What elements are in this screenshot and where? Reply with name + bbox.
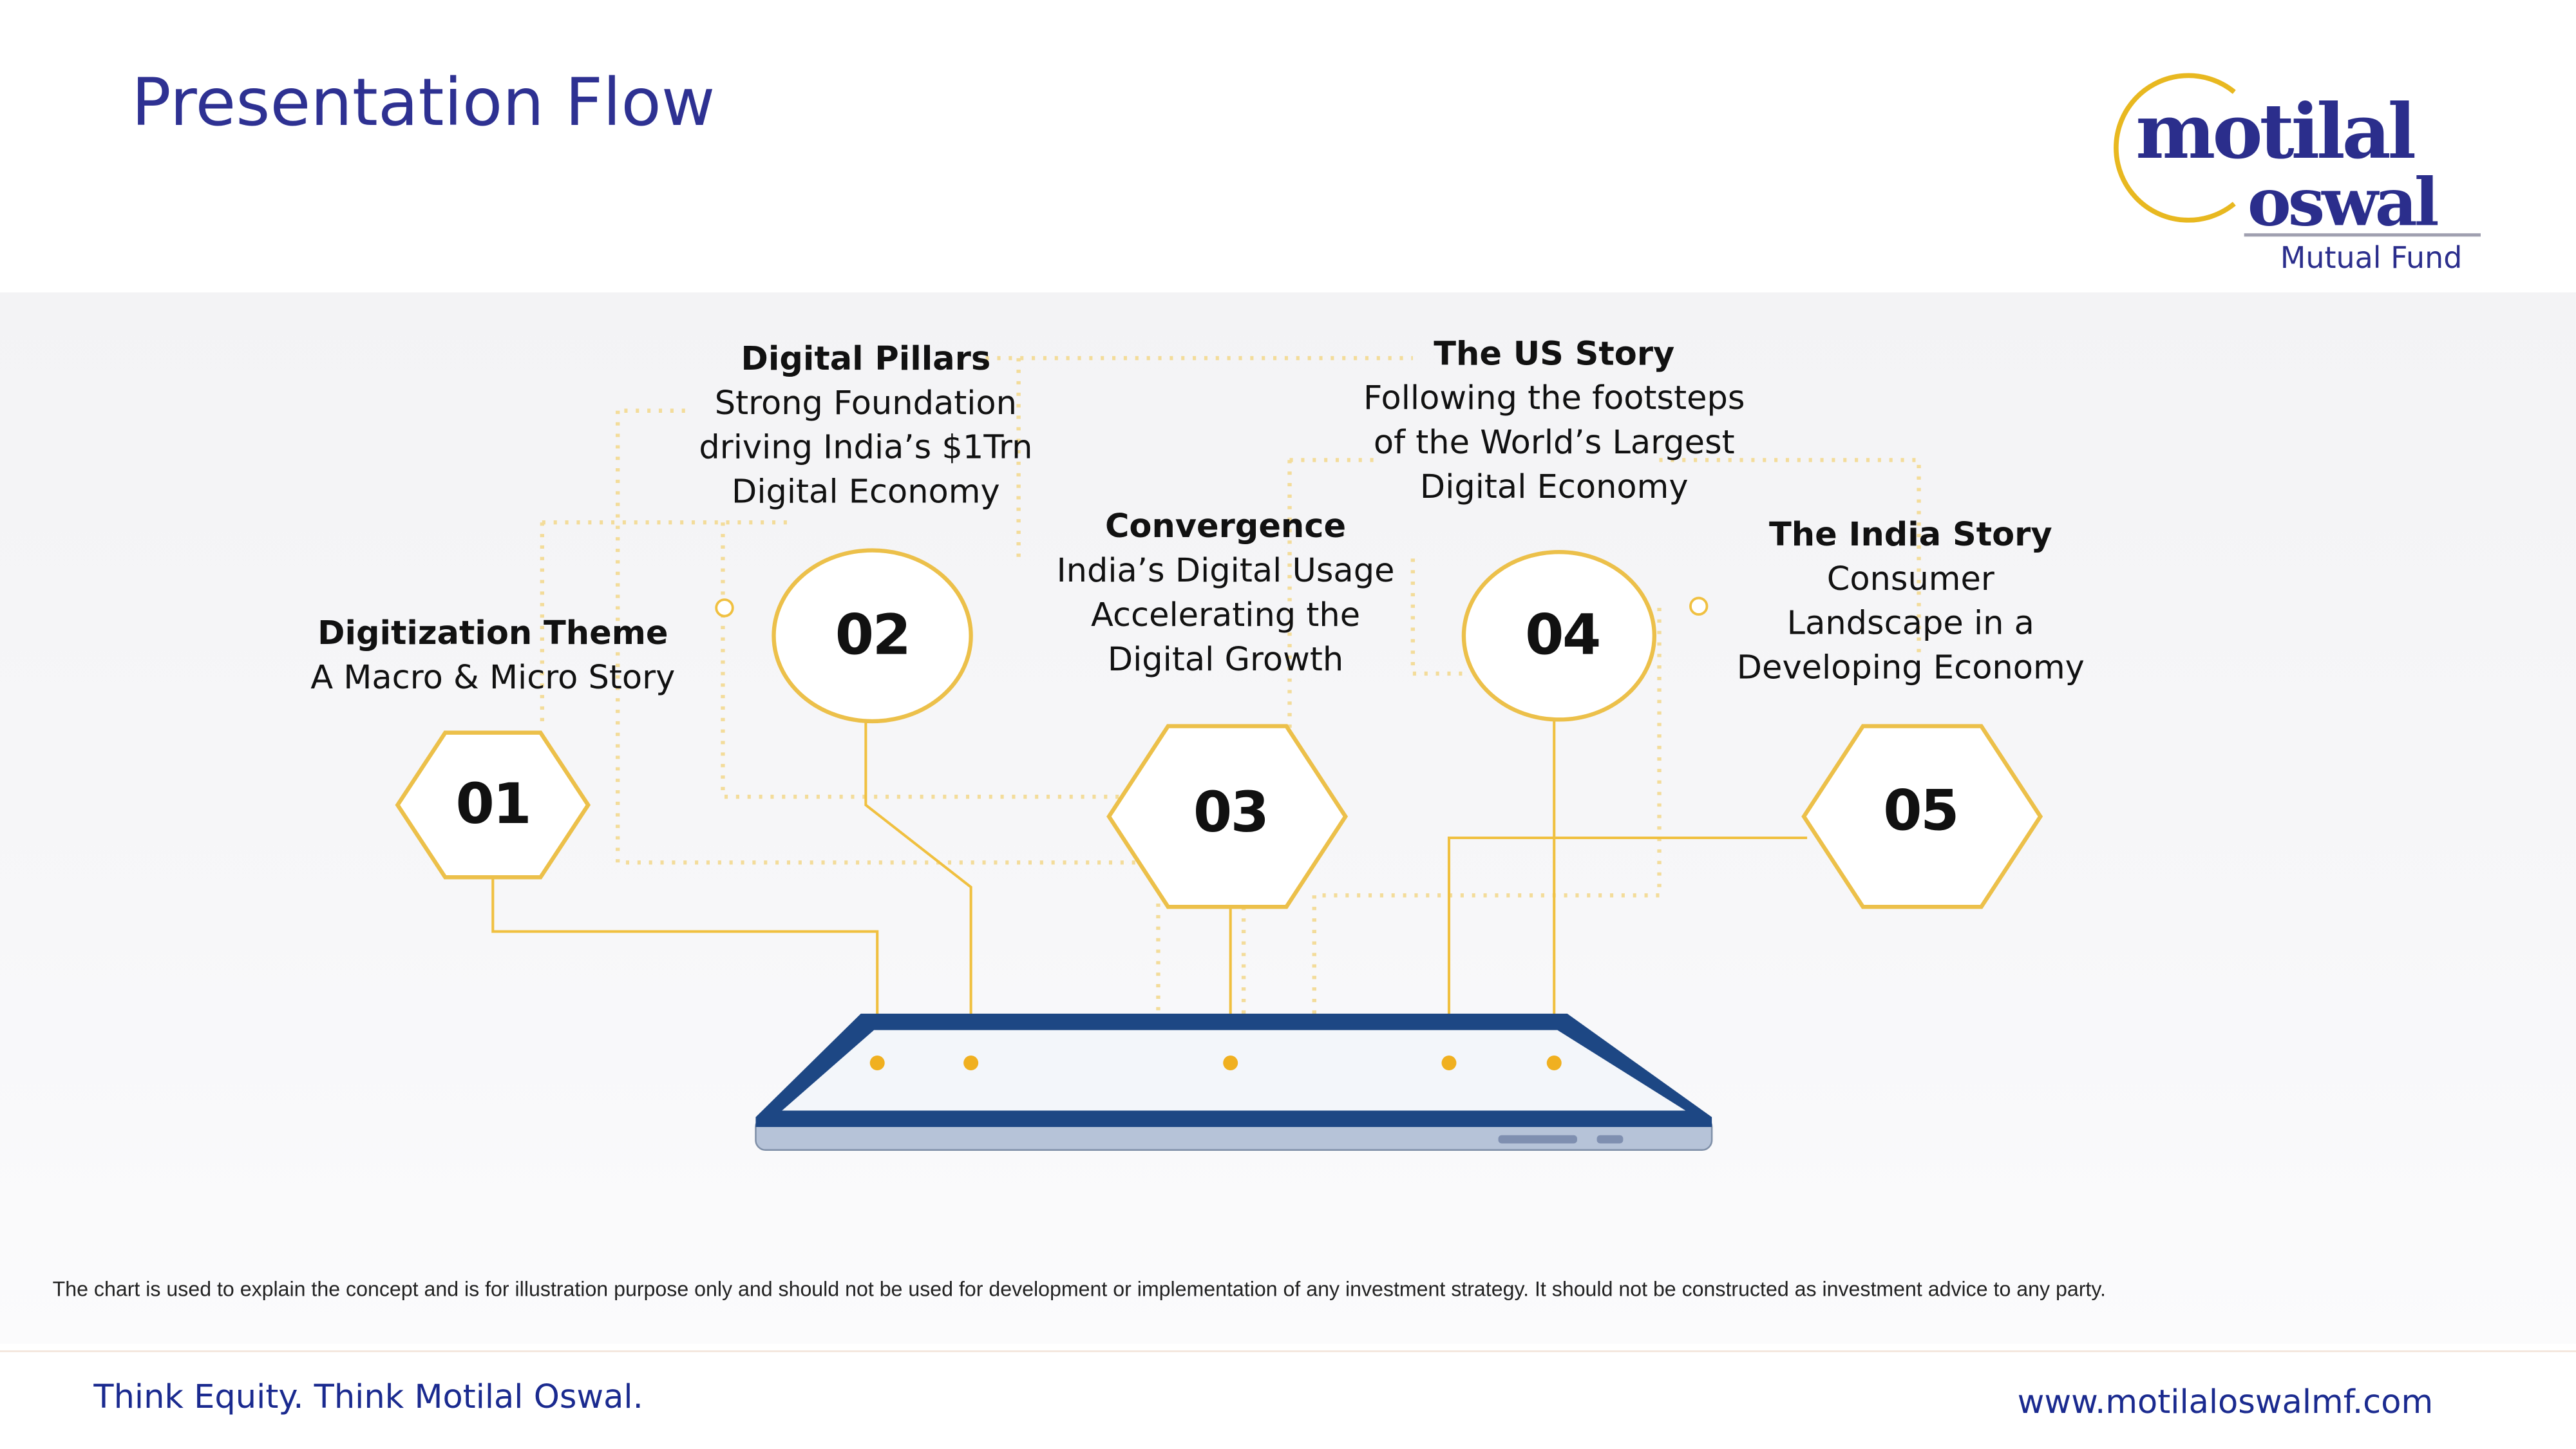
logo-text-motilal: motilal: [2136, 87, 2416, 176]
step-number-02: 02: [835, 603, 911, 669]
connector-lines: [491, 719, 1808, 1063]
brand-logo: motilal oswal Mutual Fund: [2096, 72, 2490, 279]
step-label-01: Digitization Theme A Macro & Micro Story: [310, 611, 675, 700]
step-number-04: 04: [1525, 603, 1601, 669]
step-label-03: Convergence India’s Digital Usage Accele…: [1057, 504, 1395, 682]
connector-dots: [869, 1056, 1562, 1070]
step-text: Strong Foundation: [714, 383, 1017, 422]
footer-divider: [0, 1350, 2576, 1352]
hexagon-03: [1106, 724, 1349, 909]
logo-text-mutual-fund: Mutual Fund: [2280, 241, 2463, 276]
step-text: Digital Economy: [732, 471, 1000, 511]
circle-02: [772, 548, 973, 724]
dot-03: [1223, 1056, 1238, 1070]
footer-tagline: Think Equity. Think Motilal Oswal.: [93, 1376, 643, 1416]
dot-04: [1546, 1056, 1562, 1070]
dot-05: [1441, 1056, 1457, 1070]
step-text: India’s Digital Usage: [1056, 550, 1395, 590]
step-text: Consumer: [1826, 558, 1994, 598]
tablet-illustration: [755, 1013, 1713, 1151]
step-number-05: 05: [1883, 779, 1959, 845]
logo-ring-icon: [2114, 73, 2481, 237]
hexagon-01: [395, 730, 591, 880]
step-heading: The US Story: [1434, 333, 1675, 374]
step-text: A Macro & Micro Story: [310, 657, 676, 697]
step-heading: Convergence: [1104, 506, 1347, 545]
logo-text-oswal: oswal: [2247, 164, 2439, 242]
step-text: Digital Growth: [1107, 639, 1344, 679]
dot-01: [869, 1056, 885, 1070]
circle-04: [1461, 549, 1657, 722]
hexagon-05: [1801, 724, 2043, 909]
step-heading: The India Story: [1768, 514, 2052, 554]
step-text: Developing Economy: [1736, 647, 2085, 687]
step-number-03: 03: [1193, 780, 1269, 846]
disclaimer-text: The chart is used to explain the concept…: [52, 1278, 2106, 1302]
step-text: Following the footsteps: [1363, 377, 1745, 417]
step-heading: Digitization Theme: [317, 612, 668, 652]
page-title: Presentation Flow: [131, 66, 715, 142]
step-label-02: Digital Pillars Strong Foundation drivin…: [699, 337, 1032, 515]
step-label-04: The US Story Following the footsteps of …: [1363, 332, 1745, 509]
footer-website-link[interactable]: www.motilaloswalmf.com: [2017, 1381, 2434, 1421]
step-label-05: The India Story Consumer Landscape in a …: [1737, 513, 2085, 690]
step-text: Landscape in a: [1786, 603, 2034, 643]
step-text: Accelerating the: [1090, 594, 1361, 634]
dotted-circuit-lines: [540, 355, 1921, 1052]
step-text: driving India’s $1Trn: [699, 427, 1033, 467]
step-text: of the World’s Largest: [1373, 422, 1735, 462]
dot-02: [963, 1056, 979, 1070]
step-text: Digital Economy: [1419, 466, 1689, 506]
step-heading: Digital Pillars: [741, 338, 991, 378]
step-number-01: 01: [455, 772, 531, 838]
